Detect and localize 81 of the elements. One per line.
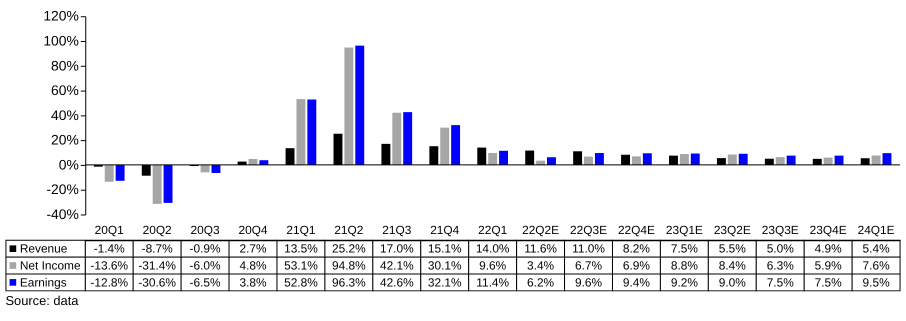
data-label: 7.5% <box>766 275 794 290</box>
y-tick-label: 40% <box>51 106 79 123</box>
data-label: 7.6% <box>862 258 890 272</box>
data-label: -1.4% <box>94 242 126 256</box>
y-tick-label: 120% <box>43 8 79 24</box>
x-tick-label: 20Q3 <box>190 222 220 237</box>
data-label: 11.4% <box>476 275 510 290</box>
data-label: 8.4% <box>718 258 746 272</box>
x-tick-label: 22Q4E <box>618 222 655 237</box>
data-label: 3.8% <box>239 275 267 290</box>
source-note: Source: data <box>5 293 80 308</box>
data-label: 5.0% <box>766 242 794 256</box>
y-tick-label: 60% <box>51 82 79 98</box>
data-label: -13.6% <box>90 258 128 272</box>
data-label: 11.0% <box>572 242 606 256</box>
data-label: -0.9% <box>190 242 222 256</box>
legend-label: Revenue <box>20 242 68 256</box>
data-label: 5.4% <box>862 242 890 256</box>
x-tick-label: 23Q1E <box>666 222 703 237</box>
data-label: 96.3% <box>332 275 366 290</box>
y-tick-label: -20% <box>46 181 79 198</box>
x-tick-label: 20Q1 <box>94 222 124 237</box>
y-tick-label: 0% <box>58 156 79 172</box>
data-label: -30.6% <box>138 275 176 290</box>
legend-label: Earnings <box>20 275 67 290</box>
x-tick-label: 22Q3E <box>570 222 608 237</box>
x-tick-label: 21Q1 <box>286 222 316 237</box>
data-label: -6.5% <box>190 275 222 290</box>
data-label: 9.2% <box>670 275 698 290</box>
data-label: 32.1% <box>428 275 462 290</box>
x-tick-label: 22Q2E <box>522 222 560 237</box>
data-label: -31.4% <box>138 258 176 272</box>
x-tick-label: 20Q4 <box>238 222 268 237</box>
data-label: 6.2% <box>527 275 555 290</box>
data-label: 9.4% <box>622 275 650 290</box>
data-label: 4.9% <box>814 242 842 256</box>
data-label: 9.5% <box>862 275 890 290</box>
data-label: -6.0% <box>190 258 222 272</box>
data-label: -8.7% <box>142 242 174 256</box>
data-label: 53.1% <box>284 258 318 272</box>
data-label: 5.5% <box>718 242 746 256</box>
y-tick-label: 20% <box>51 132 79 148</box>
data-label: 30.1% <box>428 258 462 272</box>
data-label: 13.5% <box>284 242 318 256</box>
data-label: 5.9% <box>814 258 842 272</box>
data-label: 52.8% <box>284 275 318 290</box>
data-label: 3.4% <box>527 258 555 272</box>
x-tick-label: 24Q1E <box>858 222 895 237</box>
data-label: -12.8% <box>90 275 128 290</box>
data-label: 6.9% <box>622 258 650 272</box>
data-label: 94.8% <box>332 258 366 272</box>
data-label: 42.1% <box>380 258 414 272</box>
x-tick-label: 21Q2 <box>334 222 364 237</box>
data-label: 42.6% <box>380 275 414 290</box>
data-label: 9.6% <box>479 258 507 272</box>
y-tick-label: 80% <box>51 57 79 74</box>
x-tick-label: 23Q2E <box>714 222 751 237</box>
data-label: 15.1% <box>428 242 462 256</box>
data-label: 11.6% <box>524 242 558 256</box>
data-label: 9.0% <box>718 275 746 290</box>
y-tick-label: -40% <box>46 206 79 222</box>
x-tick-label: 21Q4 <box>430 222 460 237</box>
data-label: 17.0% <box>380 242 414 256</box>
data-label: 7.5% <box>814 275 842 290</box>
data-label: 4.8% <box>239 258 267 272</box>
data-label: 25.2% <box>332 242 366 256</box>
data-label: 7.5% <box>670 242 698 256</box>
data-label: 8.2% <box>622 242 650 256</box>
x-tick-label: 21Q3 <box>382 222 412 237</box>
x-tick-label: 23Q4E <box>810 222 847 237</box>
data-label: 2.7% <box>239 242 267 256</box>
data-label: 6.7% <box>574 258 602 272</box>
data-label: 6.3% <box>766 258 794 272</box>
x-tick-label: 20Q2 <box>142 222 172 237</box>
data-label: 8.8% <box>670 258 698 272</box>
x-tick-label: 23Q3E <box>762 222 799 237</box>
legend-label: Net Income <box>20 258 81 272</box>
data-label: 14.0% <box>476 242 510 256</box>
y-tick-label: 100% <box>43 32 79 48</box>
x-tick-label: 22Q1 <box>478 222 508 237</box>
data-label: 9.6% <box>574 275 602 290</box>
